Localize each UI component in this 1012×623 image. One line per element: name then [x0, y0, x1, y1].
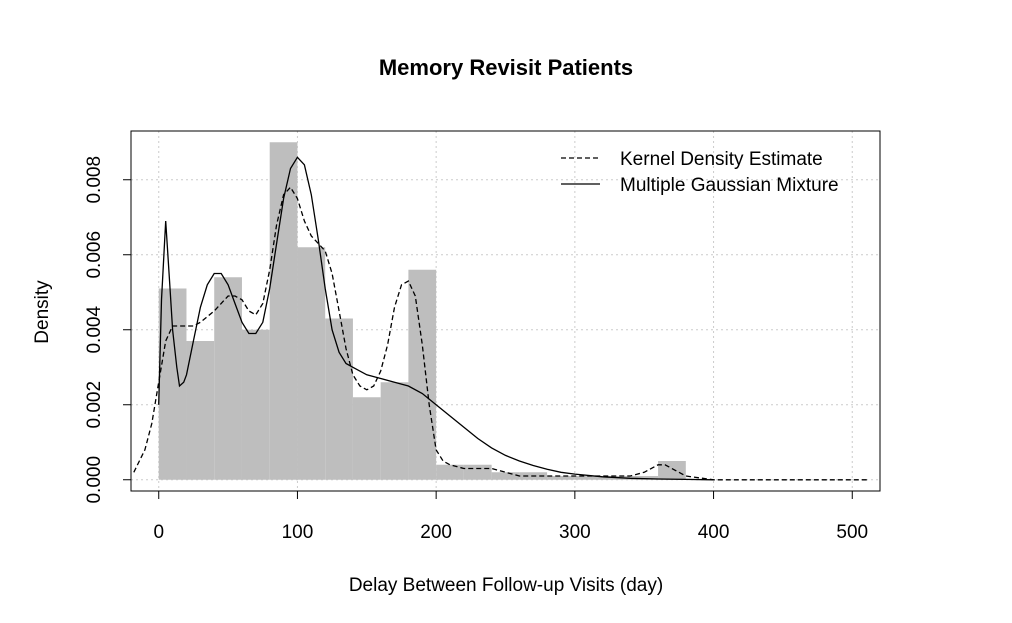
y-tick-label: 0.008 [84, 156, 105, 204]
x-tick-label: 100 [282, 522, 314, 543]
legend: Kernel Density Estimate Multiple Gaussian… [561, 149, 839, 196]
histogram-bar [297, 247, 326, 480]
y-tick-label: 0.000 [84, 456, 105, 504]
legend-entry-label: Multiple Gaussian Mixture [620, 175, 839, 196]
x-axis-label: Delay Between Follow-up Visits (day) [349, 575, 663, 596]
histogram-bar [408, 269, 437, 480]
histogram-bar [630, 476, 659, 480]
x-tick-label: 200 [420, 522, 452, 543]
x-tick-label: 400 [698, 522, 730, 543]
histogram-bar [241, 329, 270, 480]
histogram-bar [352, 397, 381, 480]
histogram-bar [463, 464, 492, 480]
legend-entry-label: Kernel Density Estimate [620, 149, 823, 170]
histogram-bar [547, 476, 575, 480]
histogram-bar [325, 318, 353, 480]
histogram-bar [214, 277, 242, 480]
chart-title: Memory Revisit Patients [379, 55, 633, 80]
y-tick-label: 0.006 [84, 231, 105, 279]
density-curves [133, 156, 869, 481]
histogram-bar [491, 472, 520, 480]
y-axis-label: Density [32, 280, 53, 344]
kde-curve [133, 186, 869, 481]
x-tick-label: 0 [153, 522, 164, 543]
gaussian-mixture-curve [158, 156, 714, 481]
y-tick-label: 0.002 [84, 381, 105, 429]
histogram-bar [186, 341, 215, 480]
y-axis: 0.000 0.002 0.004 0.006 0.008 [84, 156, 132, 504]
y-tick-label: 0.004 [84, 306, 105, 354]
x-axis: 0 100 200 300 400 500 [153, 490, 868, 543]
histogram-bar [658, 461, 686, 480]
histogram-bar [436, 464, 464, 480]
histogram-bar [574, 476, 603, 480]
histogram-bars [158, 142, 686, 480]
histogram-bar [380, 382, 409, 480]
x-tick-label: 500 [836, 522, 868, 543]
x-tick-label: 300 [559, 522, 591, 543]
